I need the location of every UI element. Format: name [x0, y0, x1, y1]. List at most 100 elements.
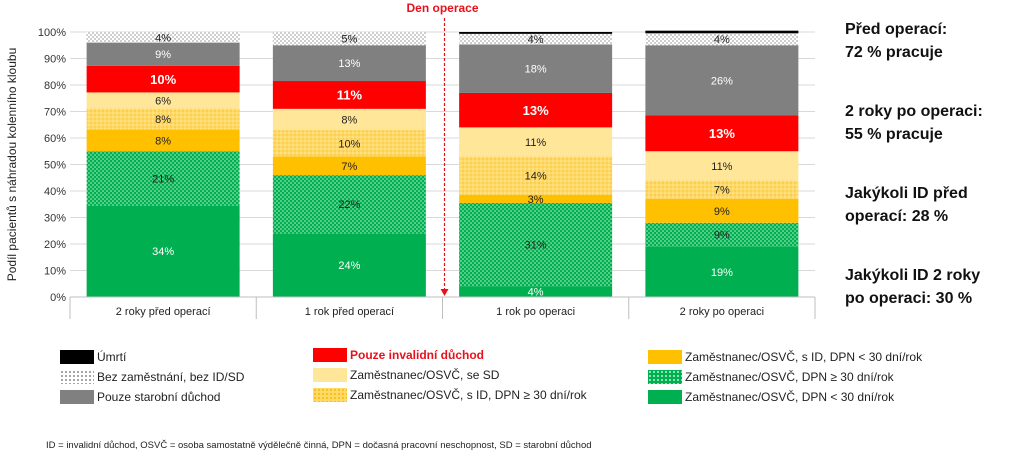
y-tick-label: 70%	[44, 107, 66, 119]
legend-swatch-old-age	[60, 390, 94, 404]
data-label: 3%	[528, 194, 544, 206]
data-label: 14%	[525, 171, 547, 183]
bar-segment	[86, 65, 240, 93]
legend-item-id-lt30: Zaměstnanec/OSVČ, s ID, DPN < 30 dní/rok	[648, 349, 922, 365]
legend-label-disability: Pouze invalidní důchod	[350, 348, 485, 362]
bar-segment	[272, 45, 426, 82]
data-label: 4%	[155, 32, 171, 44]
bar-segment	[459, 44, 613, 93]
legend-label-unemployed: Bez zaměstnání, bez ID/SD	[97, 370, 245, 384]
y-tick-label: 40%	[44, 186, 66, 198]
legend-item-emp-lt30: Zaměstnanec/OSVČ, DPN < 30 dní/rok	[648, 389, 894, 405]
legend-label-emp-lt30: Zaměstnanec/OSVČ, DPN < 30 dní/rok	[685, 390, 895, 404]
data-label: 11%	[525, 137, 546, 149]
bar-segment	[459, 194, 613, 203]
axis-layer: 0% 10% 20% 30% 40% 50% 60% 70% 80% 90% 100% Podíl p…	[5, 1, 816, 319]
bar-segment	[272, 108, 426, 131]
legend-item-emp-ge30: Zaměstnanec/OSVČ, DPN ≥ 30 dní/rok	[648, 369, 894, 385]
y-axis-label: Podíl pacientů s náhradou kolenního klou…	[5, 48, 19, 282]
bar-segment	[86, 205, 240, 297]
bar-segment	[86, 108, 240, 130]
legend-swatch-id-lt30	[648, 350, 682, 364]
data-label: 34%	[152, 246, 174, 258]
data-label: 8%	[155, 114, 171, 126]
y-tick-label: 60%	[44, 133, 66, 145]
data-label: 13%	[523, 103, 549, 118]
bar-segment	[272, 81, 426, 109]
bar-segment	[645, 222, 799, 247]
data-label: 13%	[709, 126, 735, 141]
legend-swatch-death	[60, 350, 94, 364]
side-note-before-working: Před operací: 72 % pracuje	[845, 21, 948, 61]
legend-swatch-employee-sd	[313, 368, 347, 382]
side-note-after-working: 2 roky po operaci: 55 % pracuje	[845, 103, 983, 143]
data-label: 9%	[155, 49, 171, 61]
legend-label-id-lt30: Zaměstnanec/OSVČ, s ID, DPN < 30 dní/rok	[685, 350, 923, 364]
data-label: 4%	[528, 34, 544, 46]
data-label: 19%	[711, 267, 733, 279]
y-tick-label: 0%	[50, 292, 66, 304]
bar-segment	[459, 286, 613, 297]
data-label: 18%	[525, 64, 547, 76]
data-label: 8%	[155, 135, 171, 147]
bar-segment	[272, 32, 426, 46]
legend-swatch-emp-ge30	[648, 370, 682, 384]
data-label: 13%	[338, 58, 360, 70]
x-category-label: 1 rok před operací	[305, 306, 394, 318]
y-tick-label: 30%	[44, 213, 66, 225]
bars-layer: 34% 21% 8% 8% 6% 10% 9% 4% 24% 22% 7% 10% 8% 11% 13% 5%…	[86, 30, 799, 299]
bar-segment	[459, 127, 613, 157]
legend-swatch-disability	[313, 348, 347, 362]
bar-segment	[272, 175, 426, 234]
data-label: 7%	[714, 185, 730, 197]
data-label: 8%	[341, 114, 357, 126]
legend-swatch-unemployed	[60, 370, 94, 384]
bar-segment	[272, 233, 426, 297]
bar-segment	[272, 130, 426, 157]
legend-label-old-age: Pouze starobní důchod	[97, 390, 221, 404]
legend-item-disability: Pouze invalidní důchod	[313, 347, 484, 363]
bar-segment	[459, 32, 613, 34]
y-tick-label: 100%	[38, 27, 66, 39]
stacked-bar-chart: 34% 21% 8% 8% 6% 10% 9% 4% 24% 22% 7% 10% 8% 11% 13% 5%…	[5, 1, 816, 319]
bar-segment	[645, 30, 799, 34]
bar-segment	[86, 32, 240, 43]
bar-segment	[459, 33, 613, 45]
legend-item-old-age: Pouze starobní důchod	[60, 389, 220, 405]
data-label: 9%	[714, 230, 730, 242]
bar-segment	[86, 92, 240, 109]
data-label: 5%	[341, 34, 357, 46]
surgery-day-annotation: Den operace	[406, 1, 478, 15]
bar-segment	[645, 198, 799, 223]
bar-segment	[86, 42, 240, 66]
bar-segment	[645, 151, 799, 181]
x-category-label: 1 rok po operaci	[496, 306, 575, 318]
bar-segment	[645, 45, 799, 116]
data-label: 9%	[714, 206, 730, 218]
bar-segment	[86, 151, 240, 206]
data-label: 7%	[341, 161, 357, 173]
data-label: 11%	[711, 161, 732, 173]
data-label: 4%	[714, 34, 730, 46]
data-label: 26%	[711, 75, 733, 87]
legend-item-employee-sd: Zaměstnanec/OSVČ, se SD	[313, 367, 499, 383]
legend-item-death: Úmrtí	[60, 349, 126, 365]
data-label: 6%	[155, 95, 171, 107]
legend-label-emp-ge30: Zaměstnanec/OSVČ, DPN ≥ 30 dní/rok	[685, 370, 894, 384]
x-category-label: 2 roky po operaci	[680, 306, 764, 318]
data-label: 11%	[337, 88, 363, 103]
y-tick-label: 80%	[44, 80, 66, 92]
bar-segment	[459, 202, 613, 287]
data-label: 10%	[338, 138, 360, 150]
y-tick-label: 20%	[44, 239, 66, 251]
side-note-id-after: Jakýkoli ID 2 roky po operaci: 30 %	[845, 267, 981, 307]
y-tick-label: 10%	[44, 266, 66, 278]
bar-segment	[645, 180, 799, 199]
legend-item-id-ge30: Zaměstnanec/OSVČ, s ID, DPN ≥ 30 dní/rok	[313, 387, 587, 403]
side-note-id-before: Jakýkoli ID před operací: 28 %	[845, 185, 968, 225]
legend-label-id-ge30: Zaměstnanec/OSVČ, s ID, DPN ≥ 30 dní/rok	[350, 388, 587, 402]
bar-segment	[459, 92, 613, 128]
data-label: 22%	[338, 199, 360, 211]
legend-swatch-id-ge30	[313, 388, 347, 402]
y-tick-label: 50%	[44, 160, 66, 172]
